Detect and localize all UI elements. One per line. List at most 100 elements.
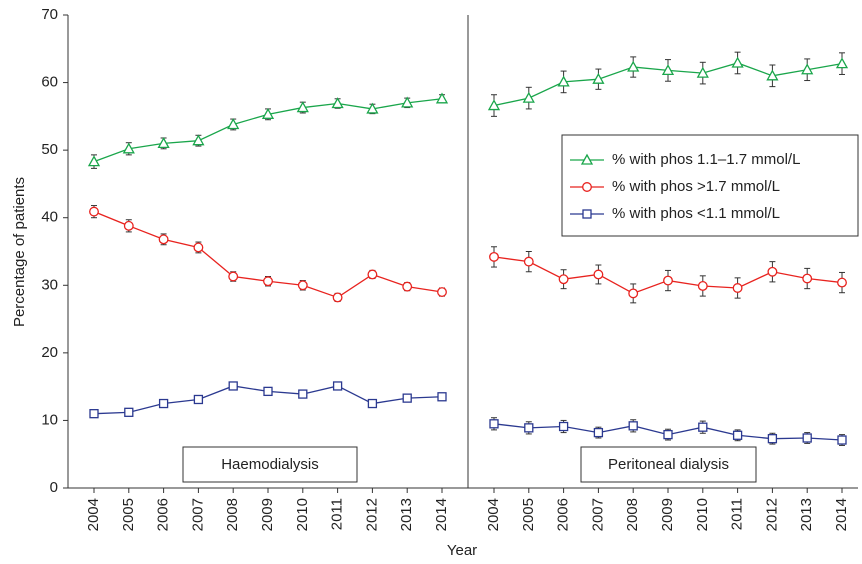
x-tick-label: 2008 — [224, 498, 241, 531]
marker — [661, 64, 675, 76]
legend-marker — [582, 182, 592, 192]
marker — [402, 393, 412, 403]
marker — [627, 60, 640, 72]
y-tick-label: 30 — [41, 276, 58, 293]
marker — [261, 107, 275, 119]
marker — [437, 392, 447, 402]
marker — [523, 256, 534, 267]
y-tick-label: 70 — [41, 6, 58, 23]
y-tick-label: 10 — [41, 411, 58, 428]
y-tick-label: 0 — [50, 479, 58, 496]
marker — [732, 430, 743, 440]
x-tick-label: 2010 — [294, 498, 311, 531]
marker — [192, 134, 205, 146]
x-tick-label: 2009 — [259, 498, 276, 531]
legend-label: % with phos <1.1 mmol/L — [612, 205, 780, 222]
marker — [367, 269, 378, 280]
x-tick-label: 2012 — [763, 498, 780, 531]
marker — [698, 422, 708, 432]
marker — [87, 155, 101, 167]
marker — [837, 277, 847, 288]
x-tick-label: 2004 — [85, 498, 102, 531]
x-tick-label: 2006 — [155, 498, 172, 531]
marker — [228, 381, 238, 391]
marker — [628, 421, 638, 431]
marker — [767, 266, 778, 277]
marker — [296, 101, 309, 113]
x-axis-label: Year — [447, 542, 477, 559]
marker — [402, 281, 413, 292]
marker — [489, 419, 499, 429]
x-tick-label: 2010 — [694, 498, 711, 531]
x-tick-label: 2014 — [433, 498, 450, 531]
x-tick-label: 2012 — [363, 498, 380, 531]
marker — [263, 276, 273, 287]
marker — [157, 137, 170, 149]
marker — [122, 142, 135, 154]
y-tick-label: 60 — [41, 74, 58, 91]
marker — [124, 407, 134, 417]
marker — [332, 292, 343, 303]
marker — [766, 69, 779, 81]
marker — [435, 92, 449, 104]
x-tick-label: 2008 — [624, 498, 641, 531]
y-axis-label: Percentage of patients — [11, 177, 28, 327]
marker — [123, 220, 134, 231]
legend-label: % with phos 1.1–1.7 mmol/L — [612, 151, 800, 168]
x-tick-label: 2011 — [729, 498, 746, 530]
marker — [628, 288, 639, 299]
marker — [332, 381, 343, 391]
marker — [835, 57, 849, 69]
marker — [593, 269, 604, 280]
marker — [592, 72, 605, 84]
panel-label: Haemodialysis — [221, 456, 319, 473]
legend-marker — [580, 153, 594, 165]
legend-label: % with phos >1.7 mmol/L — [612, 178, 780, 195]
x-tick-label: 2009 — [659, 498, 676, 531]
marker — [732, 283, 743, 293]
panel-label: Peritoneal dialysis — [608, 456, 729, 473]
marker — [158, 234, 169, 245]
marker — [524, 423, 534, 433]
x-tick-label: 2011 — [329, 498, 346, 530]
marker — [193, 242, 204, 253]
marker — [227, 118, 240, 130]
marker — [767, 434, 778, 444]
y-tick-label: 50 — [41, 141, 58, 158]
marker — [802, 273, 813, 284]
marker — [331, 97, 344, 109]
marker — [558, 274, 569, 285]
marker — [401, 96, 414, 108]
marker — [697, 281, 708, 291]
marker — [263, 386, 273, 397]
panel-label-box — [580, 446, 757, 483]
legend-marker — [582, 209, 592, 219]
marker — [366, 102, 379, 114]
marker — [731, 56, 744, 68]
x-tick-label: 2006 — [555, 498, 572, 531]
marker — [158, 398, 169, 409]
marker — [487, 99, 501, 111]
x-tick-label: 2007 — [589, 498, 606, 531]
x-tick-label: 2013 — [798, 498, 815, 531]
y-tick-label: 20 — [41, 344, 58, 361]
x-tick-label: 2014 — [833, 498, 850, 531]
marker — [89, 206, 99, 217]
marker — [593, 427, 604, 438]
legend-box — [561, 134, 859, 237]
y-tick-label: 40 — [41, 209, 58, 226]
marker — [228, 271, 239, 282]
marker — [522, 91, 535, 103]
marker — [696, 66, 709, 78]
marker — [298, 389, 308, 399]
marker — [663, 429, 673, 440]
marker — [437, 287, 447, 297]
marker — [837, 435, 847, 445]
x-tick-label: 2005 — [520, 498, 537, 531]
marker — [557, 75, 570, 87]
marker — [489, 251, 499, 262]
panel-label-box — [182, 446, 358, 483]
x-tick-label: 2005 — [120, 498, 137, 531]
